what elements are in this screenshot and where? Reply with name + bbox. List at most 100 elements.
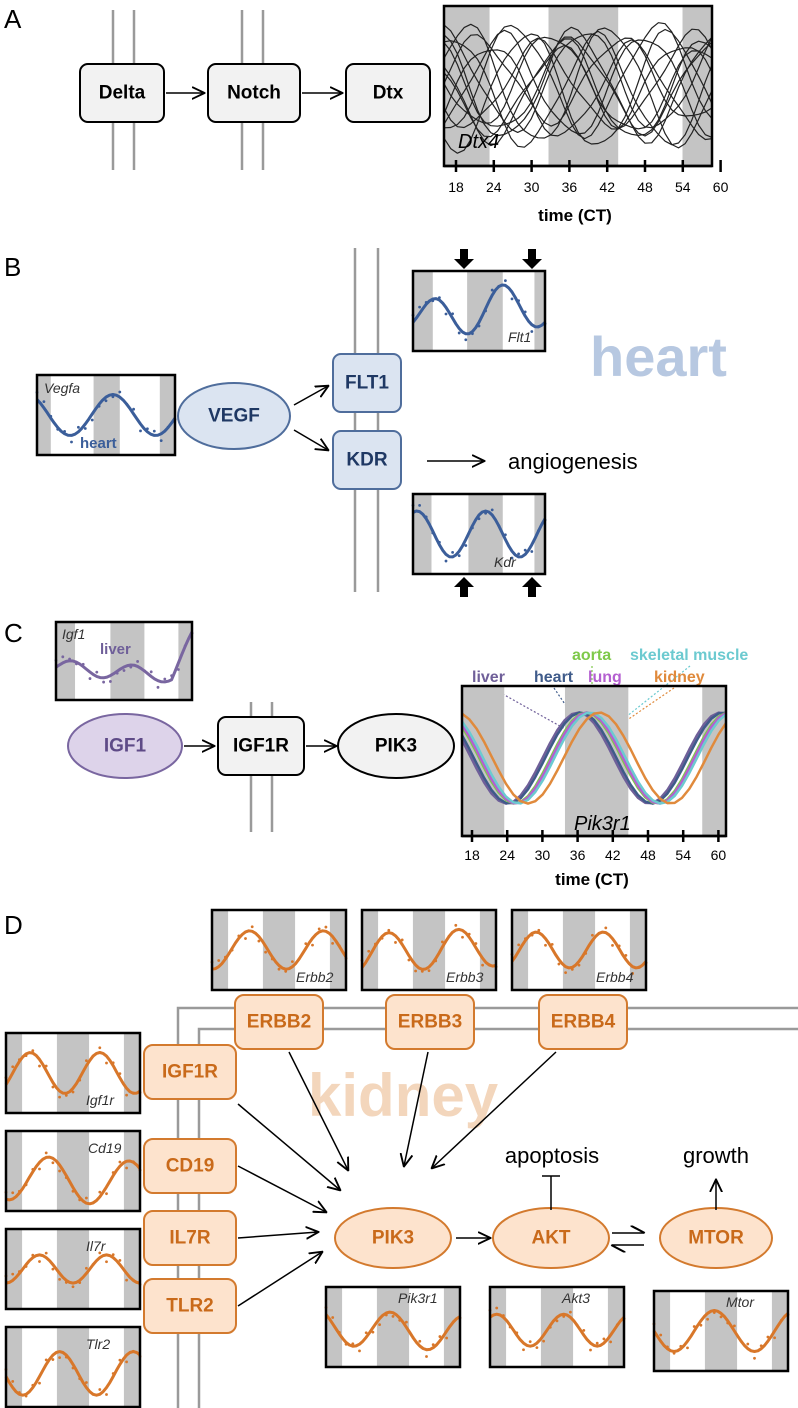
data-point [111, 1253, 115, 1256]
data-point [42, 400, 46, 404]
data-point [284, 970, 288, 973]
data-point [582, 1328, 586, 1332]
data-point [504, 533, 507, 537]
data-point [304, 942, 308, 945]
legend-label-liver: liver [472, 669, 505, 686]
data-point [418, 1339, 422, 1343]
dark-phase-band [56, 1229, 90, 1309]
data-point [109, 680, 112, 683]
data-point [44, 1064, 48, 1068]
data-point [95, 670, 99, 674]
data-point [166, 425, 170, 429]
dark-phase-band [562, 910, 596, 990]
data-point [445, 1336, 448, 1340]
dark-phase-band [376, 1287, 410, 1367]
data-point [11, 1272, 15, 1276]
dark-phase-band [329, 910, 346, 990]
legend-label-heart: heart [534, 669, 574, 686]
angiogenesis-label: angiogenesis [508, 449, 638, 474]
x-tick-label: 42 [599, 179, 615, 195]
node-erbb3-box [385, 994, 475, 1050]
plot-frame [510, 908, 648, 992]
data-point [44, 1251, 48, 1255]
node-erbb2-label: ERBB2 [247, 1012, 311, 1033]
dark-phase-band [159, 375, 175, 455]
data-point [111, 1372, 115, 1375]
data-point [550, 942, 554, 946]
heart-watermark: heart [590, 325, 727, 388]
data-point [557, 962, 561, 966]
node-igf1: IGF1 [67, 713, 183, 779]
data-point [183, 644, 187, 648]
dark-phase-band [413, 494, 432, 574]
data-point [291, 960, 294, 963]
data-point [544, 943, 547, 947]
data-point [487, 963, 491, 967]
data-point [431, 1343, 435, 1347]
arrow-vegf-kdr [293, 429, 328, 450]
data-point [617, 944, 621, 948]
panel-letter-a: A [4, 4, 22, 34]
up-arrow-icons [454, 577, 542, 597]
data-point [11, 1380, 15, 1383]
data-point [331, 1316, 335, 1319]
arrows-to-pik3 [237, 1051, 557, 1307]
plot-frame [488, 1285, 626, 1369]
data-point [773, 1336, 776, 1340]
data-point [131, 1091, 135, 1095]
data-point [524, 937, 527, 941]
data-point [118, 390, 122, 394]
node-igf1-label: IGF1 [104, 736, 147, 757]
dark-phase-band [534, 271, 545, 351]
data-point [766, 1335, 770, 1339]
data-point [434, 959, 438, 963]
data-point [420, 970, 424, 973]
data-point [431, 531, 435, 535]
data-point [604, 926, 608, 930]
node-erbb3: ERBB3 [385, 994, 475, 1050]
panel-a: A Delta Notch Dtx Dtx4 18 24 30 36 42 48 [4, 4, 729, 225]
expression-curve [55, 631, 194, 684]
data-point [11, 1065, 15, 1069]
data-point [387, 928, 391, 932]
data-point [217, 959, 221, 962]
x-tick-label: 42 [605, 847, 621, 863]
x-tick-label: 30 [524, 179, 540, 195]
data-point [18, 1189, 21, 1193]
dark-phase-band [110, 622, 145, 700]
up-arrow-icon [454, 577, 474, 597]
legend-label-kidney: kidney [654, 669, 705, 686]
data-point [83, 427, 87, 430]
data-point [90, 418, 94, 422]
data-point [58, 1277, 61, 1281]
node-flt1-label: FLT1 [345, 373, 389, 394]
data-point [58, 1356, 61, 1360]
data-point [105, 1393, 108, 1396]
data-point [38, 1064, 41, 1068]
legend-label-aorta: aorta [572, 647, 611, 664]
down-arrow-icon [522, 249, 542, 269]
data-point [159, 439, 163, 443]
node-vegf: VEGF [177, 382, 291, 450]
data-point [457, 554, 461, 558]
data-point [686, 1346, 689, 1350]
data-point [484, 309, 487, 313]
panel-letter-c: C [4, 618, 23, 648]
data-point [71, 1366, 75, 1370]
data-point [739, 1339, 743, 1343]
data-point [24, 1183, 28, 1187]
expression-curve [510, 930, 648, 970]
kdr-gene-label: Kdr [494, 554, 517, 570]
data-point [597, 931, 601, 935]
igf1-gene-label: Igf1 [62, 626, 85, 642]
x-tick-label: 30 [535, 847, 551, 863]
data-point [91, 1392, 95, 1396]
inhibition-akt-apoptosis [542, 1175, 560, 1210]
expression-curve [652, 1309, 790, 1353]
data-point [418, 503, 421, 507]
data-point [70, 440, 73, 444]
data-point [497, 285, 501, 288]
panel-d: D kidney Erbb2 Erbb3 Erbb4 Igf1r Cd19 Il7r Tl… [4, 908, 798, 1408]
plot-erbb3: Erbb3 [360, 908, 498, 992]
data-point [105, 1061, 108, 1065]
